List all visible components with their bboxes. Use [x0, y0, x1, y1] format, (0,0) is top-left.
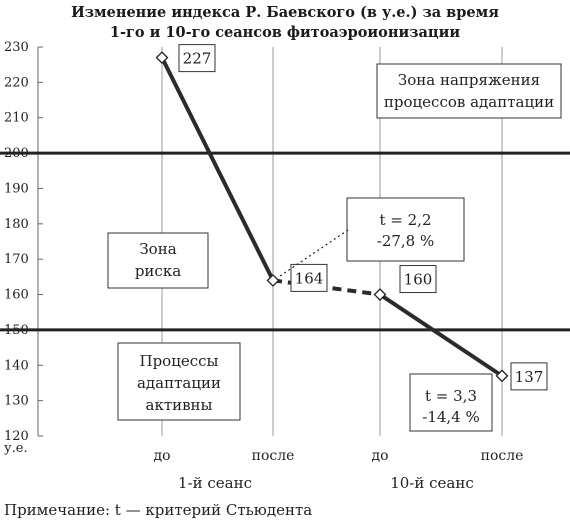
annotation-session-10-text: t = 3,3 [425, 387, 477, 405]
data-label: 137 [515, 368, 544, 386]
data-label: 160 [404, 271, 433, 289]
group-label-session-1: 1-й сеанс [178, 474, 252, 492]
y-tick-label: 230 [4, 40, 29, 55]
zone-risk-box [107, 232, 209, 289]
zone-active-box [117, 342, 241, 421]
annotation-session-1-text: -27,8 % [377, 232, 435, 250]
annotation-boxes: t = 2,2 -27,8 % t = 3,3 -14,4 % [277, 197, 493, 432]
zone-active-text: адаптации [137, 374, 221, 392]
y-tick-label: 220 [4, 75, 29, 90]
y-tick-label: 210 [4, 111, 29, 126]
y-axis: 120130140150160170180190200210220230 [4, 40, 43, 444]
y-tick-label: 170 [4, 252, 29, 267]
zone-active-text: Процессы [140, 352, 219, 370]
zone-stress-text: процессов адаптации [384, 93, 554, 111]
y-tick-label: 180 [4, 217, 29, 232]
data-label-box [510, 362, 548, 391]
x-tick-label: до [153, 448, 170, 464]
y-axis-label: у.е. [4, 441, 28, 456]
data-point-marker [155, 51, 169, 65]
y-tick-label: 190 [4, 181, 29, 196]
zone-stress-text: Зона напряжения [398, 71, 540, 89]
data-label: 227 [183, 50, 212, 68]
y-tick-label: 130 [4, 394, 29, 409]
y-tick-label: 120 [4, 429, 29, 444]
data-label: 164 [295, 269, 324, 287]
zone-stress-box [376, 63, 562, 119]
data-point-marker [266, 273, 280, 287]
data-label-box [290, 263, 328, 292]
zone-boxes: Зона напряжения процессов адаптации Зона ри… [107, 63, 562, 421]
threshold-lines [0, 151, 570, 332]
data-label-box [399, 265, 437, 294]
group-label-session-10: 10-й сеанс [390, 474, 474, 492]
zone-active-text: активны [146, 396, 213, 414]
data-point-marker [495, 369, 509, 383]
chart-title-line-1: Изменение индекса Р. Баевского (в у.е.) … [71, 4, 499, 21]
x-tick-label: после [252, 448, 295, 464]
x-tick-label: после [481, 448, 524, 464]
annotation-session-1-box [346, 197, 465, 262]
y-tick-label: 160 [4, 288, 29, 303]
y-tick-label: 140 [4, 358, 29, 373]
data-point-marker [373, 288, 387, 301]
x-tick-label: до [371, 448, 388, 464]
footnote: Примечание: t — критерий Стьюдента [4, 501, 312, 519]
series-segment [378, 292, 504, 378]
data-label-box [178, 44, 216, 73]
annotation-leader-line [277, 229, 349, 278]
annotation-session-10-text: -14,4 % [422, 408, 480, 426]
zone-risk-text: Зона [139, 240, 176, 258]
annotation-session-1-text: t = 2,2 [380, 211, 432, 229]
data-labels: 227 164 160 137 [178, 44, 548, 391]
series-segment [160, 55, 275, 283]
annotation-session-10-box [409, 373, 493, 432]
chart-title-line-2: 1-го и 10-го сеансов фитоаэроионизации [110, 24, 460, 41]
zone-risk-text: риска [135, 262, 181, 280]
